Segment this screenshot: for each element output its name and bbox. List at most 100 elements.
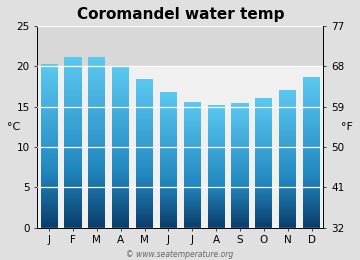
Bar: [255, 99, 273, 100]
Bar: [279, 167, 296, 168]
Bar: [184, 126, 201, 127]
Bar: [255, 162, 273, 163]
Bar: [207, 144, 225, 145]
Bar: [279, 146, 296, 147]
Bar: [207, 148, 225, 149]
Bar: [184, 159, 201, 160]
Bar: [64, 218, 82, 219]
Bar: [231, 177, 248, 178]
Bar: [279, 190, 296, 191]
Bar: [279, 201, 296, 202]
Bar: [184, 207, 201, 208]
Bar: [184, 184, 201, 185]
Bar: [160, 142, 177, 143]
Bar: [64, 155, 82, 157]
Bar: [160, 138, 177, 140]
Bar: [136, 120, 153, 121]
Bar: [184, 198, 201, 199]
Bar: [64, 157, 82, 158]
Bar: [279, 94, 296, 95]
Bar: [64, 192, 82, 193]
Bar: [184, 176, 201, 177]
Bar: [64, 115, 82, 117]
Bar: [136, 166, 153, 167]
Bar: [41, 71, 58, 72]
Bar: [160, 194, 177, 195]
Bar: [207, 169, 225, 170]
Bar: [231, 192, 248, 193]
Bar: [160, 162, 177, 163]
Bar: [160, 226, 177, 228]
Bar: [41, 214, 58, 215]
Bar: [112, 197, 129, 198]
Bar: [160, 103, 177, 105]
Bar: [231, 217, 248, 218]
Bar: [136, 119, 153, 120]
Bar: [41, 88, 58, 90]
Bar: [136, 142, 153, 144]
Bar: [160, 110, 177, 111]
Bar: [88, 222, 105, 223]
Bar: [303, 161, 320, 162]
Bar: [112, 92, 129, 93]
Bar: [207, 154, 225, 155]
Bar: [279, 100, 296, 101]
Bar: [231, 196, 248, 197]
Bar: [41, 129, 58, 131]
Bar: [255, 179, 273, 180]
Bar: [88, 142, 105, 144]
Bar: [136, 88, 153, 89]
Bar: [64, 186, 82, 188]
Bar: [112, 68, 129, 69]
Bar: [184, 156, 201, 157]
Bar: [207, 214, 225, 215]
Bar: [303, 78, 320, 79]
Bar: [279, 196, 296, 197]
Bar: [255, 104, 273, 105]
Bar: [112, 211, 129, 213]
Bar: [160, 112, 177, 114]
Bar: [255, 118, 273, 119]
Bar: [231, 110, 248, 112]
Bar: [64, 124, 82, 126]
Bar: [184, 148, 201, 149]
Bar: [136, 194, 153, 196]
Bar: [160, 96, 177, 98]
Bar: [112, 214, 129, 216]
Bar: [231, 140, 248, 141]
Bar: [279, 163, 296, 164]
Bar: [184, 135, 201, 136]
Bar: [88, 201, 105, 202]
Bar: [184, 215, 201, 216]
Bar: [160, 109, 177, 110]
Bar: [279, 98, 296, 99]
Bar: [303, 88, 320, 89]
Bar: [112, 124, 129, 125]
Bar: [279, 174, 296, 175]
Bar: [184, 224, 201, 225]
Bar: [184, 104, 201, 105]
Bar: [231, 160, 248, 161]
Bar: [64, 123, 82, 124]
Bar: [279, 199, 296, 200]
Bar: [136, 125, 153, 126]
Bar: [136, 167, 153, 168]
Bar: [231, 104, 248, 105]
Bar: [64, 130, 82, 131]
Bar: [207, 200, 225, 201]
Bar: [303, 156, 320, 157]
Bar: [64, 174, 82, 175]
Bar: [88, 100, 105, 101]
Bar: [279, 222, 296, 223]
Bar: [112, 170, 129, 171]
Bar: [41, 102, 58, 103]
Bar: [88, 130, 105, 131]
Bar: [184, 220, 201, 221]
Bar: [255, 222, 273, 223]
Bar: [41, 219, 58, 221]
Bar: [231, 150, 248, 151]
Bar: [88, 196, 105, 198]
Bar: [64, 138, 82, 140]
Bar: [112, 201, 129, 202]
Bar: [255, 154, 273, 155]
